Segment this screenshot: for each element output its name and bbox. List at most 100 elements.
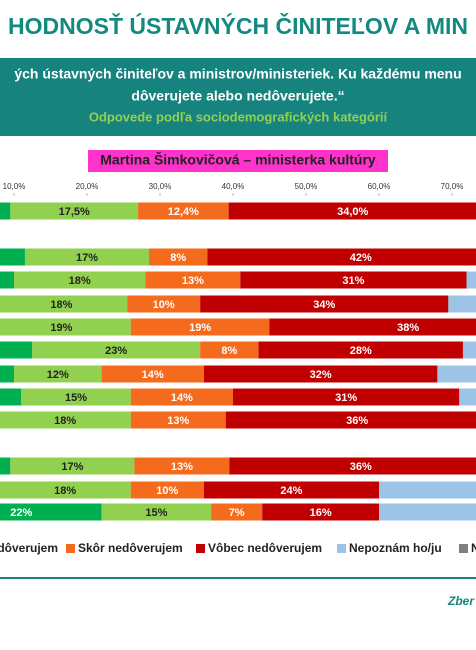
value-label: 31% <box>335 392 357 404</box>
bar-segment <box>130 481 204 499</box>
value-label: 12,4% <box>168 206 199 218</box>
bar-segment <box>0 411 131 429</box>
x-tick-label: 50,0% <box>295 182 318 191</box>
bar-segment <box>448 295 476 313</box>
bar-segment <box>379 503 476 521</box>
value-label: 31% <box>342 275 364 287</box>
intro-line: ých ústavných činiteľov a ministrov/mini… <box>14 66 461 82</box>
bar-segment <box>379 481 476 499</box>
value-label: 32% <box>310 369 332 381</box>
intro-line: dôverujete alebo nedôverujete.“ <box>131 88 344 104</box>
bar-segment <box>14 271 146 289</box>
bar-segment <box>127 295 201 313</box>
bar-segment <box>0 202 11 220</box>
slide-title: HODNOSŤ ÚSTAVNÝCH ČINITEĽOV A MIN <box>8 12 468 39</box>
bar-segment <box>462 341 476 359</box>
bar-segment <box>262 503 379 521</box>
bar-segment <box>130 411 226 429</box>
bar-segment <box>0 388 22 406</box>
legend-label: Nepoznám ho/ju <box>349 541 442 555</box>
value-label: 13% <box>167 415 189 427</box>
legend-swatch <box>196 544 205 553</box>
value-label: 16% <box>310 507 332 519</box>
value-label: 17% <box>61 461 83 473</box>
bar-segment <box>0 341 33 359</box>
value-label: 13% <box>182 275 204 287</box>
value-label: 10% <box>156 485 178 497</box>
legend-label: Vôbec nedôverujem <box>208 541 322 555</box>
bar-segment <box>130 318 270 336</box>
value-label: 18% <box>54 415 76 427</box>
value-label: 7% <box>229 507 245 519</box>
bar-segment <box>138 202 229 220</box>
legend-swatch <box>66 544 75 553</box>
bar-segment <box>149 248 208 266</box>
bar-segment <box>10 457 135 475</box>
value-label: 42% <box>350 252 372 264</box>
bar-segment <box>228 202 476 220</box>
legend-label: dôverujem <box>0 541 58 555</box>
bar-segment <box>130 388 233 406</box>
value-label: 34,0% <box>337 206 368 218</box>
bar-segment <box>101 503 212 521</box>
intro-box <box>0 58 476 136</box>
bar-segment <box>207 248 476 266</box>
value-label: 18% <box>54 485 76 497</box>
bar-segment <box>258 341 463 359</box>
value-label: 15% <box>145 507 167 519</box>
bar-segment <box>0 457 11 475</box>
bar-segment <box>0 481 131 499</box>
value-label: 36% <box>350 461 372 473</box>
value-label: 19% <box>189 322 211 334</box>
bar-segment <box>200 295 449 313</box>
bar-segment <box>459 388 476 406</box>
bar-segment <box>203 365 438 383</box>
bar-segment <box>466 271 476 289</box>
value-label: 22% <box>10 507 32 519</box>
bar-segment <box>0 248 25 266</box>
legend-swatch <box>459 544 468 553</box>
bar-segment <box>32 341 201 359</box>
value-label: 17% <box>76 252 98 264</box>
x-tick-label: 10,0% <box>3 182 26 191</box>
bar-segment <box>24 248 150 266</box>
footer-source: Zber <box>447 594 475 608</box>
value-label: 13% <box>171 461 193 473</box>
bar-segment <box>240 271 467 289</box>
x-tick-label: 40,0% <box>222 182 245 191</box>
chart-title-bg <box>88 150 388 172</box>
bar-segment <box>0 318 131 336</box>
bar-segment <box>229 457 476 475</box>
value-label: 18% <box>50 299 72 311</box>
bar-segment <box>0 503 102 521</box>
legend-swatch <box>337 544 346 553</box>
chart-title: Martina Šimkovičová – ministerka kultúry <box>100 151 376 168</box>
value-label: 17,5% <box>59 206 90 218</box>
bar-segment <box>225 411 476 429</box>
bar-segment <box>437 365 476 383</box>
bar-segment <box>101 365 204 383</box>
bar-segment <box>0 271 14 289</box>
value-label: 36% <box>346 415 368 427</box>
bar-segment <box>0 295 128 313</box>
value-label: 23% <box>105 345 127 357</box>
legend-label: Skôr nedôverujem <box>78 541 183 555</box>
bar-segment <box>203 481 379 499</box>
bar-segment <box>21 388 131 406</box>
value-label: 14% <box>171 392 193 404</box>
x-tick-label: 60,0% <box>368 182 391 191</box>
value-label: 10% <box>153 299 175 311</box>
value-label: 15% <box>65 392 87 404</box>
bar-segment <box>200 341 259 359</box>
value-label: 8% <box>221 345 237 357</box>
value-label: 12% <box>47 369 69 381</box>
legend-label: N <box>471 541 476 555</box>
value-label: 28% <box>350 345 372 357</box>
bar-segment <box>269 318 476 336</box>
bar-segment <box>211 503 263 521</box>
bar-segment <box>145 271 241 289</box>
bar-segment <box>14 365 102 383</box>
value-label: 14% <box>142 369 164 381</box>
value-label: 38% <box>397 322 419 334</box>
bar-segment <box>10 202 139 220</box>
